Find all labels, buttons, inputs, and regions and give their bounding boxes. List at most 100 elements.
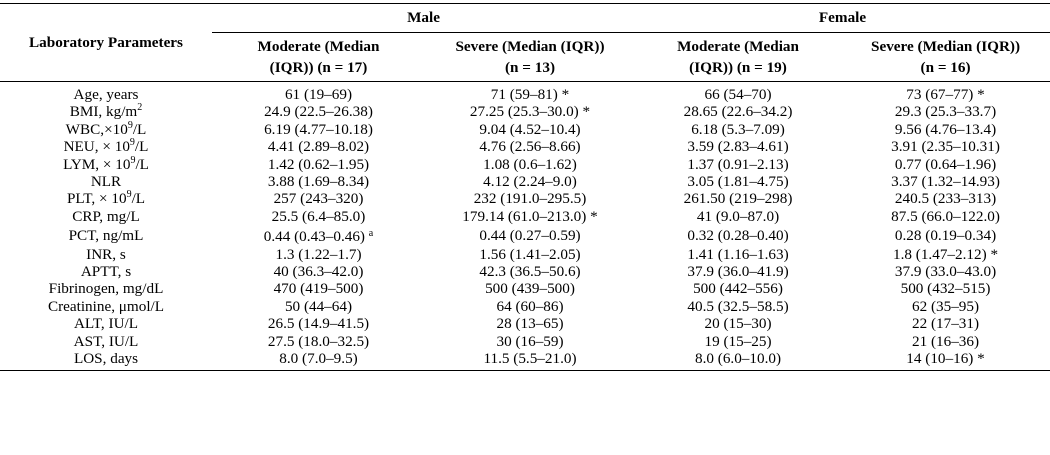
lab-parameters-table: Laboratory Parameters Male Female Modera… xyxy=(0,3,1050,371)
cell-value: 28.65 (22.6–34.2) xyxy=(683,103,793,121)
cell-value: 0.28 (0.19–0.34) xyxy=(894,226,997,244)
row-label: ALT, IU/L xyxy=(0,315,212,332)
cell-value: 19 (15–25) xyxy=(704,332,772,350)
table-row: BMI, kg/m2 24.9 (22.5–26.38) 27.25 (25.3–3… xyxy=(0,102,1050,121)
table-cell: 26.5 (14.9–41.5) xyxy=(212,315,425,332)
row-label-text: NLR xyxy=(90,173,122,191)
row-label-text: PCT, ng/mL xyxy=(68,226,144,244)
footnote-marker: a xyxy=(368,228,374,240)
row-label: BMI, kg/m2 xyxy=(0,102,212,121)
cell-value: 9.04 (4.52–10.4) xyxy=(479,120,581,138)
cell-value: 3.88 (1.69–8.34) xyxy=(267,173,370,191)
cell-value: 3.59 (2.83–4.61) xyxy=(687,138,789,156)
row-label-superscript: 9 xyxy=(129,137,135,149)
cell-value: 73 (67–77) * xyxy=(906,86,985,103)
subheader-female-moderate: Moderate (Median (IQR)) (n = 19) xyxy=(635,32,842,82)
table-cell: 66 (54–70) xyxy=(635,82,841,104)
cell-value: 26.5 (14.9–41.5) xyxy=(267,315,370,333)
row-label-text: PLT, × 10 xyxy=(66,190,127,208)
table-cell: 179.14 (61.0–213.0) * xyxy=(425,208,635,225)
table-cell: 257 (243–320) xyxy=(212,190,425,207)
param-column-header: Laboratory Parameters xyxy=(0,3,212,82)
table-row: LYM, × 109/L 1.42 (0.62–1.95) 1.08 (0.6–1.… xyxy=(0,155,1050,173)
table-cell: 470 (419–500) xyxy=(212,280,425,297)
subheader-line: Severe (Median (IQR)) xyxy=(871,38,1021,55)
row-label: NLR xyxy=(0,173,212,190)
cell-value: 40.5 (32.5–58.5) xyxy=(687,297,789,315)
table-cell: 8.0 (7.0–9.5) xyxy=(212,350,425,371)
table-row: CRP, mg/L 25.5 (6.4–85.0) 179.14 (61.0–213… xyxy=(0,208,1050,225)
row-label-unit: /L xyxy=(132,120,147,138)
row-label-superscript: 9 xyxy=(126,189,132,201)
cell-value: 41 (9.0–87.0) xyxy=(696,207,780,225)
row-label: APTT, s xyxy=(0,263,212,280)
cell-value: 71 (59–81) * xyxy=(490,86,570,103)
table-row: INR, s 1.3 (1.22–1.7) 1.56 (1.41–2.05) 1.41… xyxy=(0,246,1050,263)
table-row: NEU, × 109/L 4.41 (2.89–8.02) 4.76 (2.56–8… xyxy=(0,137,1050,156)
cell-value: 22 (17–31) xyxy=(911,315,980,333)
row-label: NEU, × 109/L xyxy=(0,137,212,156)
cell-value: 11.5 (5.5–21.0) xyxy=(483,350,577,368)
cell-value: 29.3 (25.3–33.7) xyxy=(894,103,997,121)
table-cell: 11.5 (5.5–21.0) xyxy=(425,350,636,371)
row-label-text: NEU, × 10 xyxy=(63,138,130,156)
row-label-text: LOS, days xyxy=(73,350,139,368)
table-row: ALT, IU/L 26.5 (14.9–41.5) 28 (13–65) 20 (1… xyxy=(0,315,1050,332)
cell-value: 1.56 (1.41–2.05) xyxy=(479,245,581,263)
row-label: INR, s xyxy=(0,246,212,263)
row-label: LOS, days xyxy=(0,350,212,371)
cell-value: 232 (191.0–295.5) xyxy=(473,190,587,208)
row-label: AST, IU/L xyxy=(0,333,212,350)
row-label-text: Creatinine, μmol/L xyxy=(47,297,165,315)
table-cell: 3.05 (1.81–4.75) xyxy=(635,173,841,190)
cell-value: 8.0 (7.0–9.5) xyxy=(279,350,358,368)
table-cell: 73 (67–77) * xyxy=(841,82,1050,104)
table-cell: 20 (15–30) xyxy=(635,315,841,332)
table-cell: 500 (439–500) xyxy=(425,280,635,297)
subheader-line: (IQR)) (n = 19) xyxy=(689,59,787,76)
cell-value: 4.41 (2.89–8.02) xyxy=(267,138,370,156)
row-label: PLT, × 109/L xyxy=(0,189,212,208)
row-label: WBC,×109/L xyxy=(0,120,212,138)
table-cell: 0.32 (0.28–0.40) xyxy=(635,225,841,245)
table-cell: 37.9 (36.0–41.9) xyxy=(635,263,841,280)
table-cell: 22 (17–31) xyxy=(841,315,1050,332)
group-header-male: Male xyxy=(212,3,636,33)
row-label-superscript: 2 xyxy=(137,102,143,114)
cell-value: 9.56 (4.76–13.4) xyxy=(894,120,997,138)
row-label-text: WBC,×10 xyxy=(65,120,128,138)
table-cell: 0.28 (0.19–0.34) xyxy=(841,225,1050,245)
table-cell: 1.3 (1.22–1.7) xyxy=(212,246,425,263)
table-cell: 3.88 (1.69–8.34) xyxy=(212,173,425,190)
table-cell: 1.56 (1.41–2.05) xyxy=(425,246,635,263)
cell-value: 14 (10–16) * xyxy=(906,350,985,368)
table-cell: 41 (9.0–87.0) xyxy=(635,208,841,225)
subheader-line: Severe (Median (IQR)) xyxy=(455,38,605,55)
table-cell: 64 (60–86) xyxy=(425,298,635,315)
cell-value: 40 (36.3–42.0) xyxy=(273,263,364,281)
cell-value: 0.44 (0.43–0.46) xyxy=(263,228,365,246)
cell-value: 0.44 (0.27–0.59) xyxy=(479,226,581,244)
subheader-female-severe: Severe (Median (IQR)) (n = 16) xyxy=(841,32,1050,82)
table-cell: 240.5 (233–313) xyxy=(841,190,1050,207)
table-cell: 261.50 (219–298) xyxy=(635,190,841,207)
table-cell: 61 (19–69) xyxy=(212,82,425,104)
row-label-text: INR, s xyxy=(86,245,126,263)
cell-value: 1.08 (0.6–1.62) xyxy=(483,155,577,173)
table-cell: 40 (36.3–42.0) xyxy=(212,263,425,280)
subheader-line: Moderate (Median xyxy=(257,38,380,55)
table-cell: 14 (10–16) * xyxy=(841,350,1050,371)
subheader-line: (IQR)) (n = 17) xyxy=(269,59,368,76)
cell-value: 42.3 (36.5–50.6) xyxy=(479,263,581,281)
cell-value: 500 (439–500) xyxy=(485,280,575,298)
cell-value: 1.42 (0.62–1.95) xyxy=(267,155,370,173)
cell-value: 1.3 (1.22–1.7) xyxy=(275,245,362,263)
table-cell: 1.8 (1.47–2.12) * xyxy=(841,246,1050,263)
table-cell: 500 (442–556) xyxy=(635,280,841,297)
cell-value: 8.0 (6.0–10.0) xyxy=(694,350,782,368)
cell-value: 37.9 (36.0–41.9) xyxy=(687,263,789,281)
cell-value: 3.05 (1.81–4.75) xyxy=(687,173,789,191)
cell-value: 62 (35–95) xyxy=(911,297,980,315)
table-cell: 0.44 (0.27–0.59) xyxy=(425,225,635,245)
cell-value: 470 (419–500) xyxy=(273,280,364,298)
